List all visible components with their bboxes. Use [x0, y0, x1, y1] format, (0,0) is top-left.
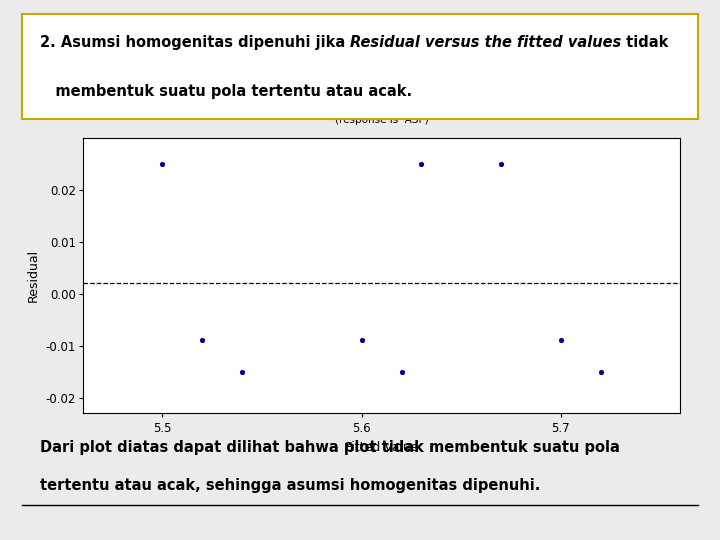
Point — [595, 367, 606, 376]
Y-axis label: Residual: Residual — [27, 249, 40, 302]
Text: (response is  ASI ): (response is ASI ) — [335, 116, 428, 125]
Point — [157, 159, 168, 168]
Text: Dari plot diatas dapat dilihat bahwa plot tidak membentuk suatu pola: Dari plot diatas dapat dilihat bahwa plo… — [40, 440, 619, 455]
Point — [236, 367, 248, 376]
Point — [555, 336, 567, 345]
Title: Residuals Versus the Fitted Values: Residuals Versus the Fitted Values — [256, 100, 507, 116]
Point — [197, 336, 208, 345]
Text: 2. Asumsi homogenitas dipenuhi jika: 2. Asumsi homogenitas dipenuhi jika — [40, 35, 350, 50]
Point — [396, 367, 408, 376]
Text: Residual versus the fitted values: Residual versus the fitted values — [350, 35, 621, 50]
X-axis label: Fitted Value: Fitted Value — [345, 441, 418, 454]
Text: membentuk suatu pola tertentu atau acak.: membentuk suatu pola tertentu atau acak. — [40, 84, 412, 99]
Point — [495, 159, 507, 168]
Text: tertentu atau acak, sehingga asumsi homogenitas dipenuhi.: tertentu atau acak, sehingga asumsi homo… — [40, 478, 540, 493]
Point — [356, 336, 367, 345]
Text: tidak: tidak — [621, 35, 669, 50]
Point — [415, 159, 427, 168]
